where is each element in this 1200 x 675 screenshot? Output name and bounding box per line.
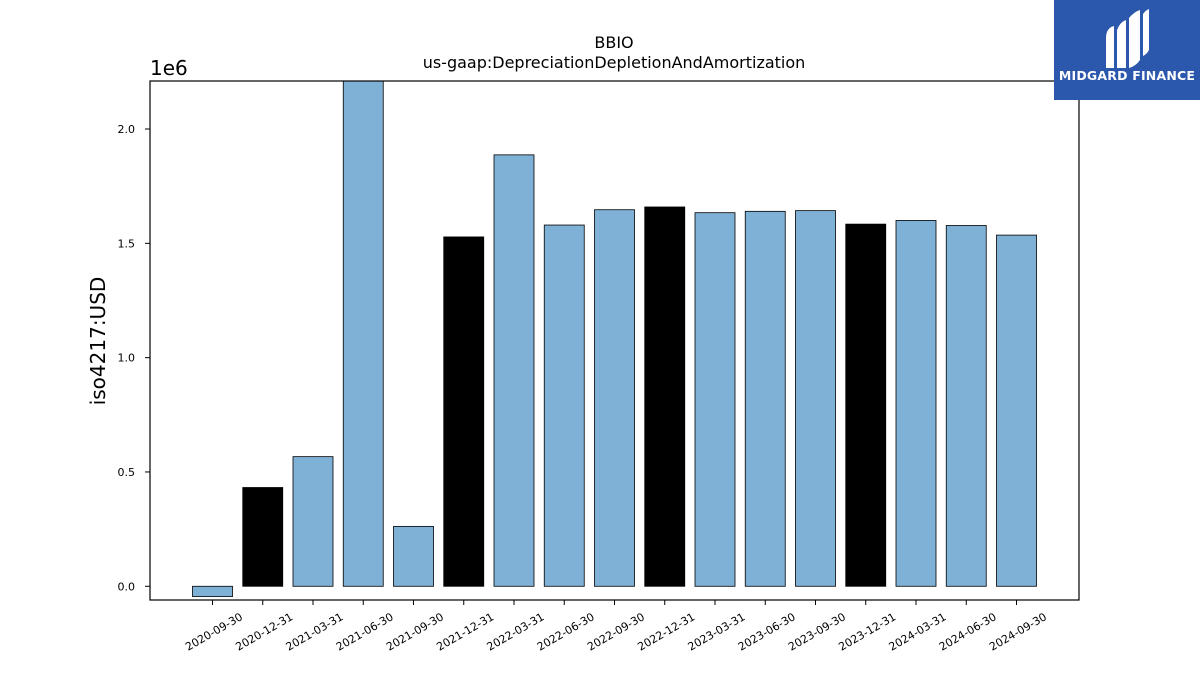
chart-subtitle: us-gaap:DepreciationDepletionAndAmortiza…: [423, 53, 806, 72]
bar-2024-06-30: [945, 225, 987, 587]
bar-2021-12-31: [443, 236, 485, 587]
bar-2020-09-30: [192, 585, 233, 597]
y-tick-label: 0.0: [118, 580, 136, 593]
midgard-logo-icon: [1106, 9, 1149, 68]
x-tick-label: 2024-09-30: [987, 610, 1049, 653]
plot-area: [192, 81, 1037, 597]
y-tick-label: 1.0: [118, 352, 136, 365]
y-scale-label: 1e6: [150, 56, 188, 80]
bar-2022-09-30: [594, 209, 635, 587]
y-tick-label: 0.5: [118, 466, 136, 479]
bar-2022-12-31: [644, 206, 686, 587]
logo-text: MIDGARD FINANCE: [1058, 68, 1196, 83]
bar-2023-06-30: [744, 210, 786, 587]
y-tick-label: 1.5: [118, 237, 136, 250]
bar-2021-06-30: [342, 81, 384, 587]
bar-2020-12-31: [242, 487, 284, 587]
bar-2021-09-30: [393, 525, 434, 587]
midgard-finance-logo: MIDGARD FINANCE: [1054, 0, 1200, 100]
y-tick-label: 2.0: [118, 123, 136, 136]
bar-2022-06-30: [543, 224, 585, 587]
bar-2022-03-31: [493, 154, 535, 587]
bar-2021-03-31: [292, 456, 334, 587]
y-axis-label: iso4217:USD: [86, 277, 110, 406]
bar-2024-03-31: [895, 220, 937, 587]
bar-2023-09-30: [795, 210, 836, 587]
bar-2024-09-30: [996, 234, 1037, 587]
chart-title: BBIO: [594, 33, 633, 52]
bar-2023-03-31: [694, 212, 736, 587]
bar-2023-12-31: [845, 223, 887, 587]
